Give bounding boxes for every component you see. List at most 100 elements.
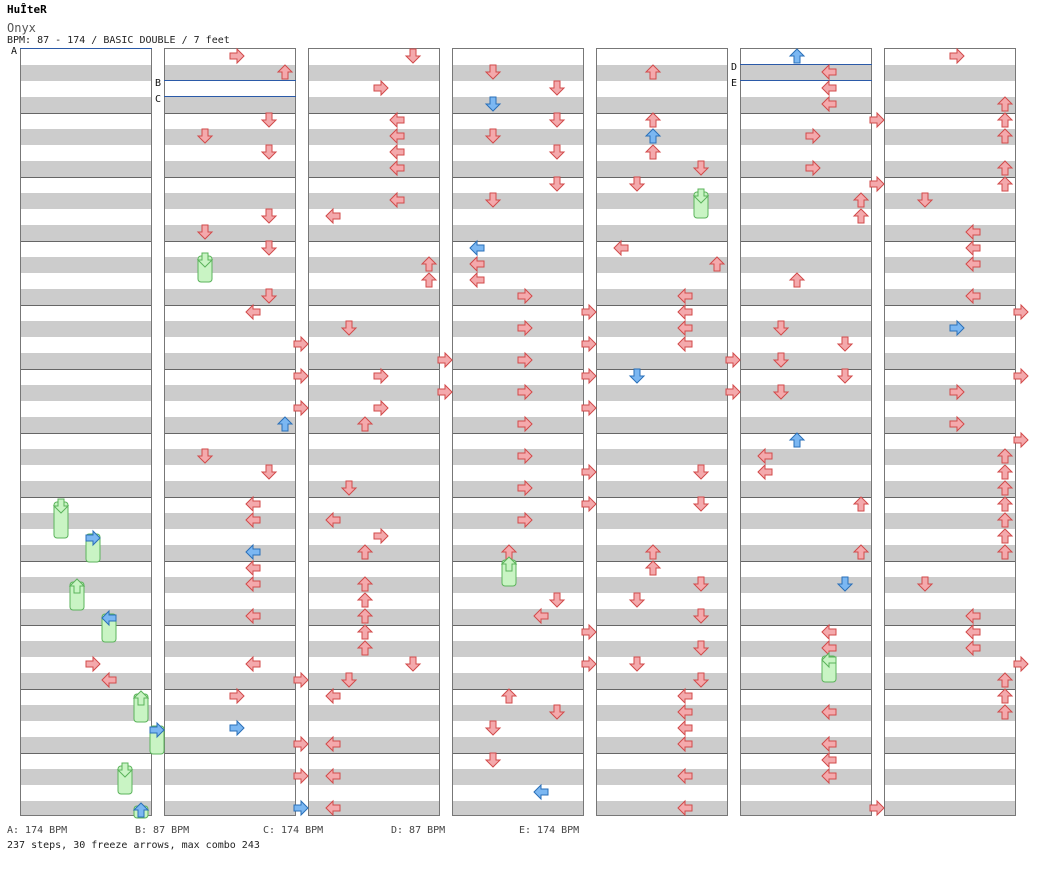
up-arrow-icon [356, 608, 374, 624]
measure-line [453, 497, 583, 498]
left-arrow-icon [965, 255, 981, 273]
right-arrow-icon [869, 175, 885, 193]
down-arrow-icon [484, 128, 502, 144]
left-arrow-icon [325, 767, 341, 785]
down-arrow-icon [340, 480, 358, 496]
down-arrow-icon [404, 48, 422, 64]
song-meta: BPM: 87 - 174 / BASIC DOUBLE / 7 feet [7, 35, 230, 46]
left-arrow-icon [389, 143, 405, 161]
left-arrow-icon [101, 609, 117, 627]
left-arrow-icon [965, 607, 981, 625]
measure-line [165, 113, 295, 114]
down-arrow-icon [548, 704, 566, 720]
bpm-marker-label: C [155, 94, 162, 105]
right-arrow-icon [581, 303, 597, 321]
measure-line [741, 241, 871, 242]
left-arrow-icon [677, 335, 693, 353]
right-arrow-icon [85, 529, 101, 547]
left-arrow-icon [677, 767, 693, 785]
left-arrow-icon [613, 239, 629, 257]
measure-line [885, 497, 1015, 498]
right-arrow-icon [85, 655, 101, 673]
up-arrow-icon [996, 528, 1014, 544]
down-arrow-icon [484, 752, 502, 768]
measure-line [453, 177, 583, 178]
measure-line [165, 369, 295, 370]
down-arrow-icon [692, 160, 710, 176]
up-arrow-icon [644, 144, 662, 160]
left-arrow-icon [245, 607, 261, 625]
right-arrow-icon [949, 47, 965, 65]
right-arrow-icon [293, 399, 309, 417]
left-arrow-icon [469, 271, 485, 289]
up-arrow-icon [996, 464, 1014, 480]
bpm-marker-label: B [155, 78, 162, 89]
measure-line [741, 433, 871, 434]
measure-line [885, 113, 1015, 114]
measure-line [741, 305, 871, 306]
up-arrow-icon [852, 208, 870, 224]
song-artist: Onyx [7, 21, 36, 35]
measure-line [597, 241, 727, 242]
measure-line [309, 241, 439, 242]
left-arrow-icon [965, 639, 981, 657]
right-arrow-icon [293, 671, 309, 689]
down-arrow-icon [836, 336, 854, 352]
up-arrow-icon [356, 640, 374, 656]
measure-line [741, 113, 871, 114]
measure-line [21, 305, 151, 306]
right-arrow-icon [373, 79, 389, 97]
right-arrow-icon [869, 799, 885, 817]
left-arrow-icon [677, 799, 693, 817]
right-arrow-icon [1013, 655, 1029, 673]
bpm-marker-line [740, 80, 872, 81]
left-arrow-icon [677, 303, 693, 321]
down-arrow-icon [836, 576, 854, 592]
left-arrow-icon [245, 511, 261, 529]
measure-line [885, 305, 1015, 306]
up-arrow-icon [788, 272, 806, 288]
left-arrow-icon [101, 671, 117, 689]
measure-line [165, 561, 295, 562]
song-title: HuÎteR [7, 3, 47, 16]
chart-lane-5 [596, 48, 728, 816]
measure-line [453, 241, 583, 242]
measure-line [453, 689, 583, 690]
measure-line [309, 369, 439, 370]
left-arrow-icon [677, 703, 693, 721]
right-arrow-icon [229, 687, 245, 705]
right-arrow-icon [1013, 303, 1029, 321]
down-arrow-icon [692, 608, 710, 624]
up-arrow-icon [996, 704, 1014, 720]
measure-line [597, 561, 727, 562]
right-arrow-icon [373, 527, 389, 545]
measure-line [21, 113, 151, 114]
measure-line [885, 561, 1015, 562]
down-arrow-icon [484, 192, 502, 208]
down-arrow-icon [836, 368, 854, 384]
left-arrow-icon [821, 703, 837, 721]
up-arrow-icon [356, 416, 374, 432]
down-arrow-icon [260, 240, 278, 256]
measure-line [165, 497, 295, 498]
down-arrow-icon [260, 288, 278, 304]
measure-line [741, 561, 871, 562]
left-arrow-icon [533, 607, 549, 625]
right-arrow-icon [1013, 367, 1029, 385]
down-arrow-icon [340, 672, 358, 688]
down-arrow-icon [692, 576, 710, 592]
up-arrow-icon [996, 448, 1014, 464]
measure-line [453, 561, 583, 562]
legend-b: B: 87 BPM [135, 825, 190, 836]
right-arrow-icon [517, 447, 533, 465]
up-arrow-icon [644, 128, 662, 144]
down-arrow-icon [196, 128, 214, 144]
right-arrow-icon [581, 367, 597, 385]
right-arrow-icon [293, 799, 309, 817]
measure-line [21, 561, 151, 562]
measure-line [165, 753, 295, 754]
left-arrow-icon [325, 687, 341, 705]
legend-a: A: 174 BPM [7, 825, 68, 836]
left-arrow-icon [757, 447, 773, 465]
measure-line [165, 241, 295, 242]
